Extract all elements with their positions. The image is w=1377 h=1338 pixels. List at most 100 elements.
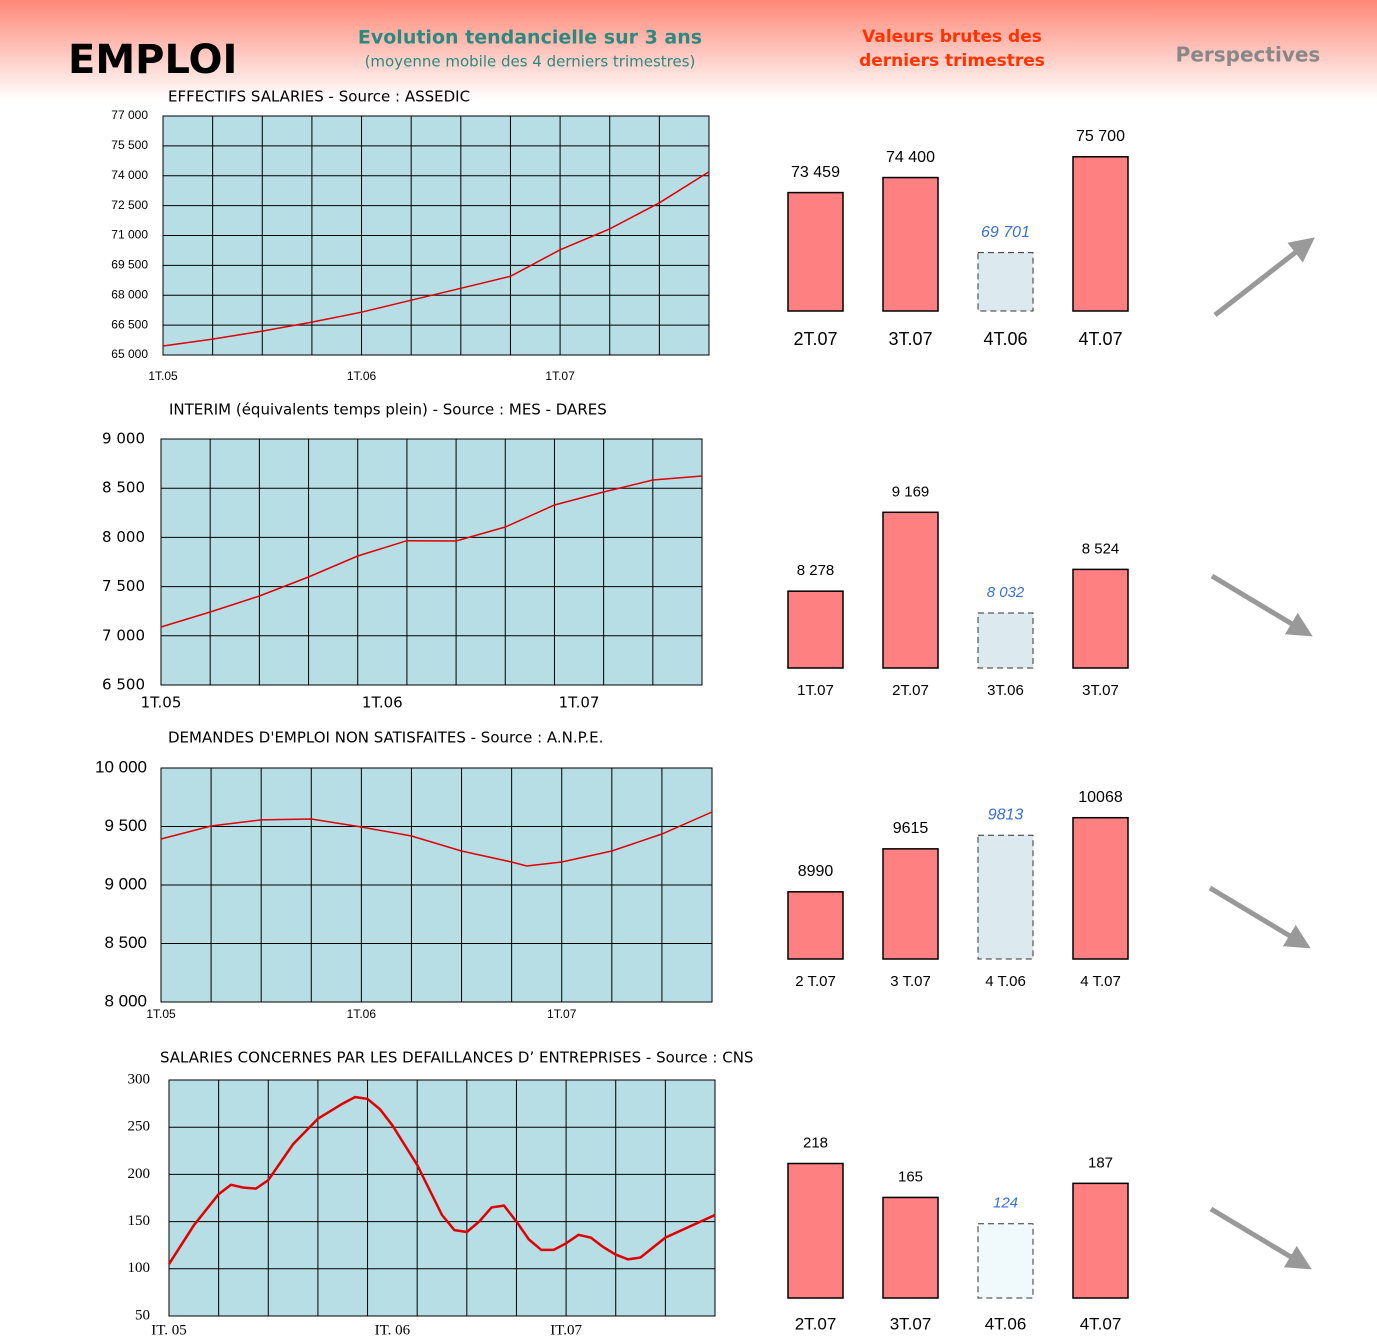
value-label: 74 400 [886,149,935,166]
bar [977,252,1034,312]
perspective-arrow [1213,237,1315,317]
category-label: 3T.06 [987,682,1024,699]
category-label: 2 T.07 [795,973,836,990]
y-tick-label: 75 500 [111,138,148,152]
bar [977,834,1034,960]
y-tick-label: 100 [128,1260,151,1276]
category-label: 2T.07 [892,682,929,699]
chart-title: EFFECTIFS SALARIES - Source : ASSEDIC [168,88,470,106]
y-tick-label: 250 [128,1119,151,1135]
y-tick-label: 8 500 [104,933,147,952]
y-tick-label: 8 000 [102,528,145,546]
bar [787,1162,844,1299]
value-label: 9 169 [892,483,930,500]
y-tick-label: 9 500 [104,816,147,835]
plot-area [168,1079,716,1317]
chart-title: DEMANDES D'EMPLOI NON SATISFAITES - Sour… [168,729,603,747]
value-label: 10068 [1078,789,1123,806]
x-tick-label: 1T.07 [547,1007,577,1021]
category-label: 4T.06 [985,1314,1027,1333]
value-label: 8 524 [1082,540,1120,557]
y-tick-label: 10 000 [95,757,147,776]
trend-title: Evolution tendancielle sur 3 ans [358,27,702,49]
bar [882,176,939,312]
bar [882,511,939,669]
perspective-arrow [1209,1206,1312,1270]
y-tick-label: 7 000 [102,626,145,644]
category-label: 3T.07 [890,1314,932,1333]
y-tick-label: 50 [135,1307,150,1323]
y-tick-label: 7 500 [102,577,145,595]
x-tick-label: 1T.06 [347,1007,377,1021]
x-tick-label: 1T.05 [146,1007,176,1021]
trend-line [160,475,703,628]
trend-line [162,171,710,347]
y-tick-label: 77 000 [111,108,148,122]
x-tick-label: 1T.05 [148,369,178,383]
category-label: 1T.07 [797,682,834,699]
x-tick-label: 1T.07 [559,694,600,712]
bar [787,191,844,312]
raw-title: Valeurs brutes des [862,27,1042,47]
plot-area [160,438,703,686]
page-title: EMPLOI [68,37,237,83]
bar [882,1196,939,1299]
bar [882,848,939,960]
y-tick-label: 9 000 [104,874,147,893]
category-label: 4 T.07 [1080,973,1121,990]
chart-title: INTERIM (équivalents temps plein) - Sour… [169,401,607,419]
perspective-arrow [1208,885,1311,949]
trend-line [160,811,713,867]
bar [1072,156,1129,312]
header-band [0,0,1377,100]
category-label: 4T.07 [1080,1314,1122,1333]
y-tick-label: 9 000 [102,430,145,448]
value-label: 8 278 [797,562,835,579]
bar [787,590,844,669]
value-label: 218 [803,1134,828,1151]
trend-subtitle: (moyenne mobile des 4 derniers trimestre… [365,53,696,71]
y-tick-label: 68 000 [111,287,148,301]
category-label: 3T.07 [1082,682,1119,699]
value-label: 73 459 [791,164,840,181]
raw-title: derniers trimestres [859,51,1045,71]
y-tick-label: 65 000 [111,347,148,361]
y-tick-label: 6 500 [102,676,145,694]
y-tick-label: 66 500 [111,317,148,331]
bar [1072,816,1129,960]
perspectives-title: Perspectives [1176,43,1321,67]
y-tick-label: 8 500 [102,479,145,497]
chart-title: SALARIES CONCERNES PAR LES DEFAILLANCES … [160,1049,753,1067]
value-label: 8 032 [987,584,1025,601]
bar [977,612,1034,669]
y-tick-label: 300 [128,1071,151,1087]
value-label: 8990 [798,863,834,880]
y-tick-label: 74 000 [111,168,148,182]
x-tick-label: 1T.06 [362,694,403,712]
x-tick-label: 1T.05 [141,694,182,712]
bar [977,1223,1034,1299]
trend-line [167,1095,716,1265]
value-label: 165 [898,1168,923,1185]
y-tick-label: 69 500 [111,258,148,272]
category-label: 4T.06 [983,329,1027,349]
category-label: 4T.07 [1078,329,1122,349]
bar [1072,1182,1129,1299]
x-tick-label: IT. 05 [151,1322,187,1338]
x-tick-label: IT. 06 [375,1322,411,1338]
perspective-arrow [1210,573,1313,637]
y-tick-label: 8 000 [104,991,147,1010]
value-label: 69 701 [981,224,1030,241]
y-tick-label: 150 [128,1213,151,1229]
y-tick-label: 72 500 [111,198,148,212]
value-label: 75 700 [1076,128,1125,145]
value-label: 124 [993,1195,1018,1212]
category-label: 3 T.07 [890,973,931,990]
category-label: 3T.07 [888,329,932,349]
value-label: 9615 [893,820,929,837]
bar [1072,568,1129,669]
x-tick-label: 1T.06 [347,369,377,383]
value-label: 9813 [988,806,1024,823]
